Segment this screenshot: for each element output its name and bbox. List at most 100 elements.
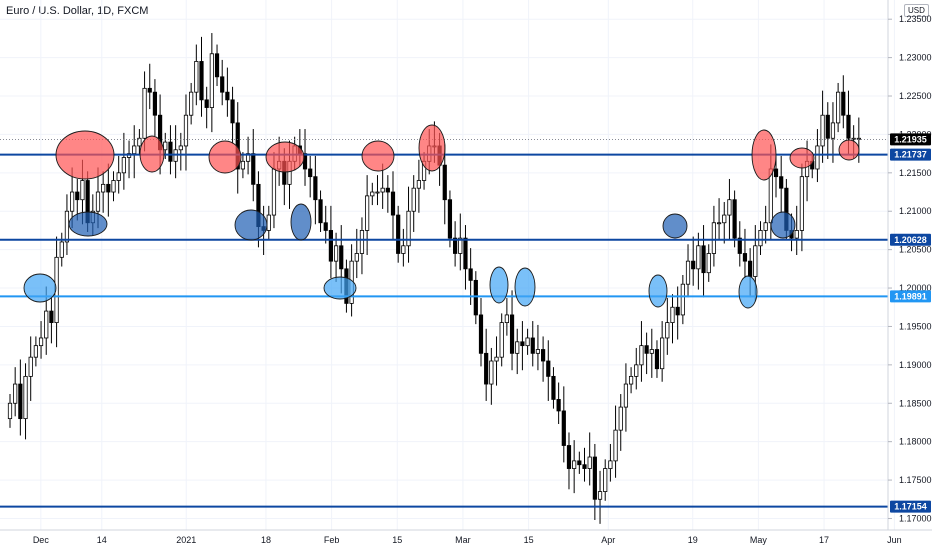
candle-body	[240, 160, 246, 170]
annotation-zone-ellipse[interactable]	[234, 209, 268, 241]
candle-body	[727, 199, 732, 216]
annotation-zone-ellipse[interactable]	[838, 139, 860, 161]
candle-body	[80, 180, 85, 201]
time-axis[interactable]: Dec 14 2021 18 Feb 15 Mar 15 Apr 19 May 17 Jun	[0, 529, 932, 545]
candle-body	[137, 137, 142, 147]
time-tick-label: 2021	[176, 535, 196, 545]
price-tag-label: 1.21935	[894, 134, 927, 144]
annotation-zone-ellipse[interactable]	[68, 211, 108, 237]
annotation-zone-ellipse[interactable]	[418, 124, 446, 172]
annotation-zone-ellipse[interactable]	[738, 275, 758, 309]
price-tags: 1.21935 1.21737 1.20628 1.19891 1.17154	[890, 133, 931, 513]
time-tick-label: Dec	[33, 535, 50, 545]
candle-body	[375, 191, 380, 194]
candle-body	[820, 114, 825, 147]
annotation-zone-ellipse[interactable]	[770, 211, 796, 239]
candle-body	[706, 253, 711, 274]
candle-body	[178, 145, 183, 151]
candle-body	[33, 345, 38, 358]
annotation-zone-ellipse[interactable]	[751, 129, 777, 181]
price-tick-label: 1.21500	[899, 168, 932, 178]
currency-badge[interactable]: USD	[904, 4, 929, 17]
annotation-zone-ellipse[interactable]	[55, 130, 115, 180]
candle-body	[654, 349, 660, 370]
candle-body	[670, 306, 675, 324]
candle-body	[401, 245, 406, 254]
annotation-zone-ellipse[interactable]	[323, 276, 357, 300]
candle-body	[608, 460, 613, 469]
candle-body	[209, 53, 214, 108]
candle-body	[665, 322, 670, 339]
time-tick-label: Feb	[324, 535, 340, 545]
time-tick-label: 14	[97, 535, 107, 545]
time-tick-label: Jun	[887, 535, 902, 545]
candle-body	[499, 322, 504, 358]
candle-body	[116, 172, 121, 181]
candle-body	[722, 214, 727, 224]
annotation-zone-ellipse[interactable]	[23, 273, 57, 303]
candle-body	[406, 210, 411, 247]
candle-body	[742, 253, 748, 262]
candle-body	[618, 406, 623, 431]
candle-body	[453, 237, 458, 254]
candle-body	[530, 337, 535, 354]
candle-body	[271, 168, 277, 216]
candle-body	[773, 168, 779, 178]
annotation-zone-ellipse[interactable]	[139, 135, 165, 173]
candle-body	[230, 99, 235, 124]
annotation-zone-ellipse[interactable]	[208, 140, 242, 174]
annotation-zone-ellipse[interactable]	[648, 274, 668, 308]
candle-body	[106, 183, 111, 193]
price-tick-label: 1.23000	[899, 53, 932, 63]
candle-body	[339, 245, 344, 270]
candle-body	[354, 253, 359, 262]
candle-body	[836, 91, 841, 124]
annotation-zone-ellipse[interactable]	[361, 140, 395, 172]
candle-body	[390, 191, 396, 216]
time-tick-label: Apr	[601, 535, 615, 545]
candle-body	[685, 260, 691, 285]
candle-body	[587, 456, 592, 469]
time-tick-label: 15	[392, 535, 402, 545]
candle-body	[204, 99, 209, 108]
candle-body	[323, 222, 328, 231]
candle-body	[597, 491, 603, 500]
annotation-zone-ellipse[interactable]	[662, 213, 688, 239]
candle-body	[830, 122, 836, 139]
candle-body	[691, 260, 696, 270]
candle-body	[841, 91, 846, 116]
candle-body	[111, 180, 116, 193]
candle-body	[639, 345, 644, 366]
candle-body	[447, 199, 453, 239]
candle-body	[18, 383, 23, 420]
candle-body	[75, 191, 80, 201]
candle-body	[411, 187, 416, 212]
candle-body	[572, 460, 577, 469]
candle-body	[644, 345, 649, 354]
candle-body	[380, 187, 385, 193]
price-tick-label: 1.22500	[899, 91, 932, 101]
candle-body	[385, 187, 390, 193]
annotation-zones[interactable]	[23, 124, 860, 309]
annotation-zone-ellipse[interactable]	[489, 266, 509, 304]
candle-body	[613, 429, 618, 462]
candle-body	[70, 191, 75, 212]
candle-body	[758, 230, 763, 247]
candle-body	[199, 61, 204, 101]
annotation-zone-ellipse[interactable]	[514, 267, 536, 307]
price-tick-label: 1.19500	[899, 321, 932, 331]
candle-body	[13, 383, 18, 404]
candle-body	[779, 176, 784, 189]
annotation-zone-ellipse[interactable]	[789, 147, 815, 169]
price-tag-box	[890, 148, 931, 161]
price-tick-label: 1.17000	[899, 513, 932, 523]
annotation-zone-ellipse[interactable]	[265, 141, 305, 173]
candle-body	[132, 145, 137, 155]
candle-body	[473, 279, 478, 316]
candle-body	[520, 341, 525, 347]
annotation-zone-ellipse[interactable]	[290, 203, 312, 241]
candle-body	[194, 61, 199, 93]
candle-body	[101, 183, 106, 193]
candle-body	[251, 153, 256, 185]
